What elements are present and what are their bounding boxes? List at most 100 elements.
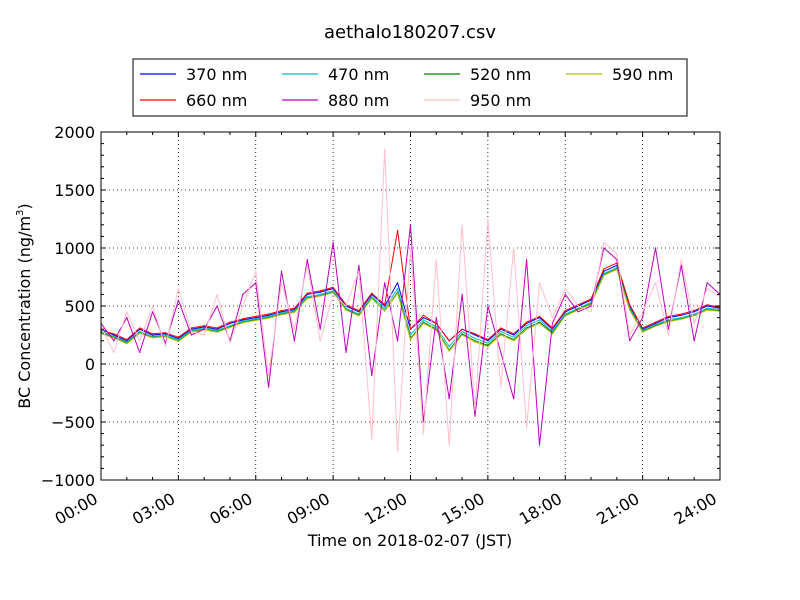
data-point <box>616 253 618 255</box>
data-point <box>216 327 218 329</box>
data-point <box>164 333 167 335</box>
data-point <box>526 427 528 429</box>
data-point <box>577 309 579 311</box>
data-point <box>306 292 308 294</box>
data-point <box>603 274 605 276</box>
data-point <box>152 311 154 313</box>
data-point <box>487 305 489 307</box>
data-point <box>384 310 386 312</box>
data-point <box>603 247 605 249</box>
data-point <box>203 328 205 330</box>
data-point <box>255 270 257 272</box>
data-point <box>242 305 244 307</box>
data-point <box>551 317 554 319</box>
data-point <box>564 315 566 317</box>
legend: 370 nm 470 nm 520 nm 590 nm 660 nm 880 nm 950 … <box>140 65 673 110</box>
data-point <box>564 288 566 290</box>
data-point <box>538 321 541 323</box>
data-point <box>474 415 476 417</box>
data-point <box>371 297 373 300</box>
data-point <box>293 311 295 313</box>
data-point <box>642 327 644 329</box>
data-point <box>422 314 424 316</box>
data-point <box>461 330 463 333</box>
data-point <box>255 315 257 317</box>
data-point <box>164 332 167 334</box>
data-point <box>577 311 579 313</box>
data-point <box>397 230 399 232</box>
data-point <box>397 292 399 294</box>
data-point <box>680 313 682 315</box>
data-point <box>435 326 437 328</box>
data-point <box>177 339 179 341</box>
data-point <box>319 290 321 292</box>
data-point <box>242 318 244 320</box>
data-point <box>654 247 657 249</box>
data-point <box>461 334 463 336</box>
data-point <box>384 304 386 306</box>
data-point <box>693 315 695 317</box>
data-point <box>590 299 592 301</box>
data-point <box>358 264 360 266</box>
data-point <box>448 398 450 400</box>
plot-frame <box>100 131 721 481</box>
data-point <box>280 270 283 272</box>
data-point <box>139 332 141 334</box>
data-point <box>409 334 412 336</box>
data-point <box>268 386 270 388</box>
data-point <box>564 313 566 315</box>
legend-item-520-nm: 520 nm <box>424 65 531 84</box>
data-point <box>603 241 605 243</box>
data-point <box>397 340 399 342</box>
y-axis-label-close: ) <box>15 203 34 209</box>
legend-label: 660 nm <box>186 91 247 110</box>
data-point <box>706 309 708 311</box>
data-point <box>345 309 347 311</box>
legend-item-660-nm: 660 nm <box>140 91 247 110</box>
data-point <box>667 328 670 330</box>
data-point <box>409 328 412 330</box>
data-point <box>448 350 450 352</box>
data-point <box>538 444 541 446</box>
data-point <box>332 241 334 243</box>
data-point <box>564 293 566 295</box>
data-point <box>306 297 308 300</box>
data-point <box>139 327 141 329</box>
y-tick-label: −500 <box>51 413 95 432</box>
data-point <box>487 218 489 220</box>
data-point <box>242 319 244 321</box>
data-point <box>126 340 128 342</box>
data-point <box>500 330 502 333</box>
y-axis-label-superscript: 3 <box>15 210 26 216</box>
data-point <box>384 305 386 307</box>
data-point <box>422 321 424 323</box>
data-point <box>693 311 695 313</box>
data-point <box>255 317 257 319</box>
data-point <box>706 307 708 309</box>
y-tick-label: 1500 <box>54 181 95 200</box>
data-point <box>319 340 321 342</box>
data-point <box>384 307 386 309</box>
data-point <box>280 282 283 284</box>
data-point <box>332 286 334 288</box>
data-point <box>332 292 334 294</box>
data-point <box>319 293 321 295</box>
data-point <box>280 311 283 313</box>
data-point <box>435 329 437 331</box>
data-point <box>177 288 179 290</box>
data-point <box>409 224 412 226</box>
data-point <box>280 312 283 314</box>
data-point <box>384 148 386 150</box>
y-axis-label: BC Concentration (ng/m3) <box>15 203 34 408</box>
data-point <box>590 311 592 313</box>
data-point <box>177 299 179 301</box>
data-point <box>513 247 515 249</box>
data-point <box>306 296 308 298</box>
chart-title: aethalo180207.csv <box>324 22 496 43</box>
data-point <box>397 291 399 293</box>
data-point <box>152 333 154 335</box>
data-point <box>268 315 270 317</box>
data-point <box>693 322 695 324</box>
data-point <box>371 292 373 294</box>
data-lines <box>100 148 721 452</box>
